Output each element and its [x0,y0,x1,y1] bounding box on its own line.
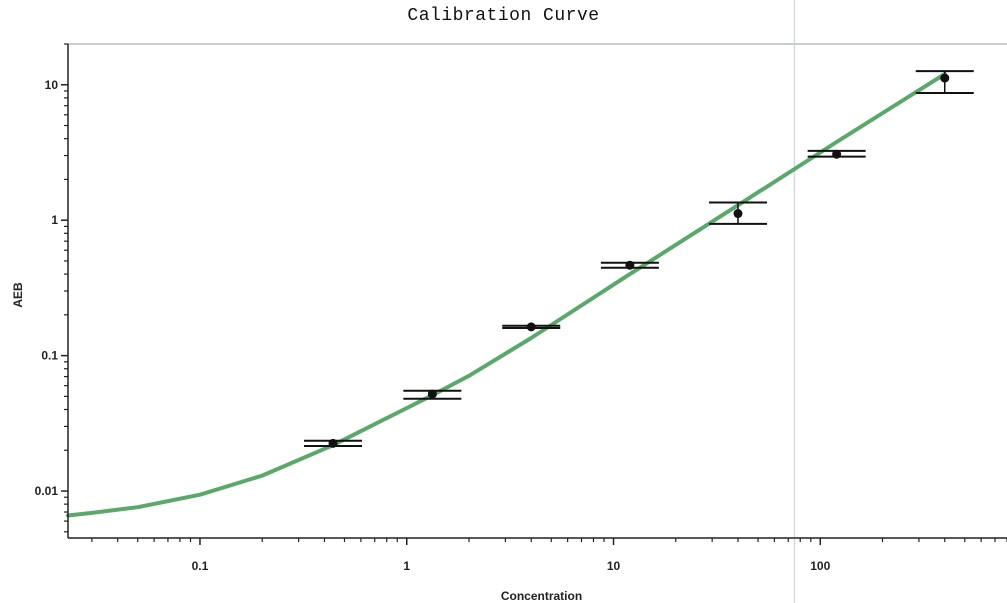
x-tick-label: 10 [607,559,621,573]
y-tick-label: 0.01 [35,484,59,498]
data-point-4 [600,260,659,270]
data-point-marker [733,209,743,219]
plot-frame-layer [67,43,1007,539]
y-axis-label: AEB [11,282,25,308]
y-tick-label: 1 [51,213,58,227]
data-point-1 [304,438,363,448]
data-point-marker [328,438,338,448]
data-point-3 [502,322,561,332]
data-point-5 [708,201,767,225]
chart-title: Calibration Curve [407,6,600,26]
fit-curve-layer [66,72,947,518]
data-point-marker [940,73,950,83]
data-point-6 [807,149,866,159]
data-point-marker [625,260,635,270]
x-axis-label: Concentration [501,589,582,603]
x-tick-label: 0.1 [192,559,209,573]
x-tick-label: 100 [810,559,830,573]
y-tick-label: 0.1 [41,349,58,363]
y-tick-label: 10 [45,78,59,92]
y-axis-ticks: 0.01 0.1 1 10 [35,43,68,533]
x-axis-ticks: 0.1 1 10 100 [91,538,1007,573]
fit-curve [66,72,947,518]
data-point-marker [832,149,842,159]
data-point-7 [915,70,974,94]
x-tick-label: 1 [403,559,410,573]
data-points-layer [304,70,974,448]
data-point-marker [526,322,536,332]
data-point-marker [427,389,437,399]
data-point-2 [403,389,462,400]
axis-labels: Concentration AEB [11,282,582,603]
